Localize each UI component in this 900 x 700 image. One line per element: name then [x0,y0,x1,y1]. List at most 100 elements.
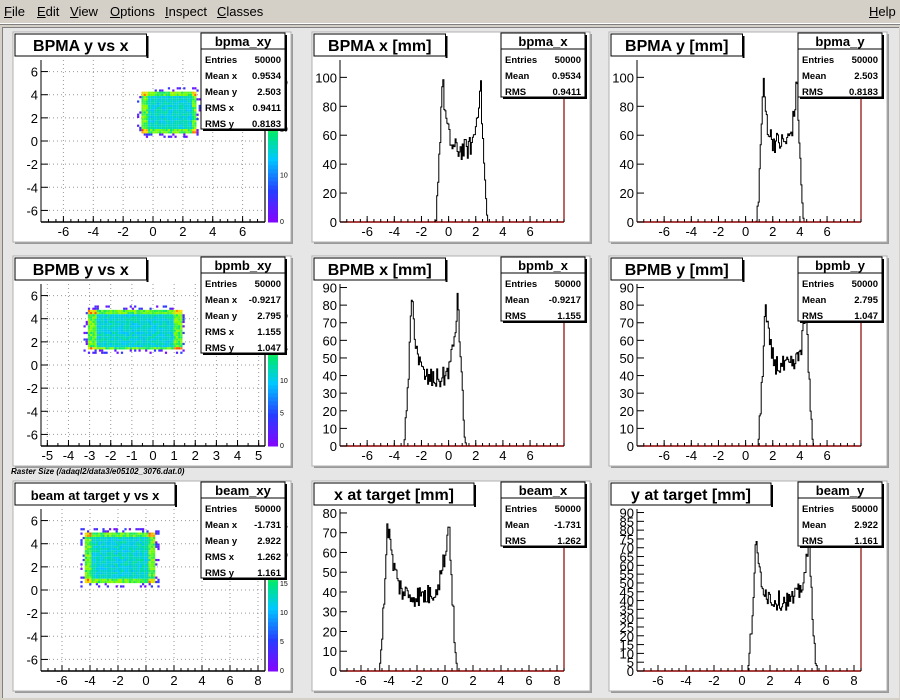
heat-cell [153,314,157,317]
heat-cell [94,318,97,321]
heat-cell [183,120,186,123]
palette-bin [268,602,278,607]
heat-cell [158,309,161,313]
heat-cell [91,565,94,568]
heat-cell [165,100,168,103]
menu-inspect[interactable]: Inspect [165,4,207,19]
heat-cell [144,565,147,568]
heat-cell [174,98,177,101]
heat-cell [196,131,199,134]
heat-cell [169,334,172,337]
title-shadow [445,36,448,58]
heat-cell [91,547,94,551]
heat-cell [84,550,87,553]
heat-cell [151,309,154,313]
heat-cell [178,340,181,343]
heat-cell [137,576,140,579]
heat-cell [135,561,138,564]
heat-cell [94,334,97,337]
heat-cell [148,545,151,548]
heat-cell [113,578,116,581]
heat-cell [170,135,173,138]
heat-cell [93,558,96,562]
stats-label: RMS y [205,568,235,579]
y-tick-label: -2 [26,606,38,621]
heat-cell [111,556,114,559]
heat-cell [161,102,164,105]
heat-cell [181,98,184,101]
heat-cell [158,342,161,346]
heat-cell [172,98,175,101]
heat-cell [118,327,121,330]
heat-cell [84,556,87,559]
heat-cell [137,124,140,127]
heat-cell [131,323,135,326]
heat-cell [192,129,195,132]
y-tick-label: 6 [31,65,38,80]
heat-cell [112,338,115,341]
heat-cell [135,550,138,553]
heat-cell [146,576,149,579]
heat-cell [113,574,116,577]
heat-cell [171,314,174,317]
menu-view[interactable]: View [70,4,98,19]
heat-cell [122,578,125,581]
heat-cell [138,329,141,332]
heat-cell [120,316,124,319]
menu-edit[interactable]: Edit [37,4,60,19]
heat-cell [162,325,165,328]
heat-cell [156,124,160,127]
heat-cell [154,98,157,101]
x-tick-label: -4 [63,448,75,463]
x-tick-label: -4 [686,448,698,463]
menu-classes[interactable]: Classes [217,4,264,19]
heat-cell [145,120,149,123]
heat-cell [142,580,145,584]
heat-cell [141,98,144,101]
heat-cell [120,340,124,343]
heat-cell [153,536,156,540]
menu-options[interactable]: Options [110,4,155,19]
heat-cell [183,131,186,134]
y-tick-label: 10 [620,646,634,661]
heat-cell [171,329,174,332]
heat-cell [140,340,143,343]
heat-cell [149,307,152,310]
x-tick-label: 6 [823,224,830,239]
heat-cell [137,115,140,119]
heat-cell [150,578,153,581]
y-tick-label: -6 [26,652,38,667]
heat-cell [98,574,101,577]
heat-cell [183,109,186,112]
heat-cell [98,316,102,319]
menu-help[interactable]: Help [869,4,896,19]
heat-cell [109,325,113,328]
heat-cell [156,109,160,112]
heat-cell [154,104,157,108]
heat-cell [122,585,125,588]
heat-cell [114,312,117,315]
y-tick-label: 0 [330,664,337,679]
heat-cell [158,327,161,330]
heat-cell [114,349,117,352]
heat-cell [113,539,116,542]
heat-cell [80,539,83,542]
heat-cell [92,307,95,310]
heat-cell [120,347,124,350]
heat-cell [178,334,181,337]
palette-bin [268,618,278,623]
heat-cell [135,554,138,557]
heat-cell [91,561,94,564]
x-tick-label: 3 [213,448,220,463]
heat-cell [148,561,151,564]
heat-cell [138,318,141,321]
heat-cell [134,345,137,348]
heat-cell [165,109,168,112]
heat-cell [129,338,132,341]
heat-cell [151,347,154,350]
heat-cell [178,129,182,132]
heat-cell [167,312,170,315]
heat-cell [141,126,144,130]
menu-file[interactable]: File [4,4,25,19]
